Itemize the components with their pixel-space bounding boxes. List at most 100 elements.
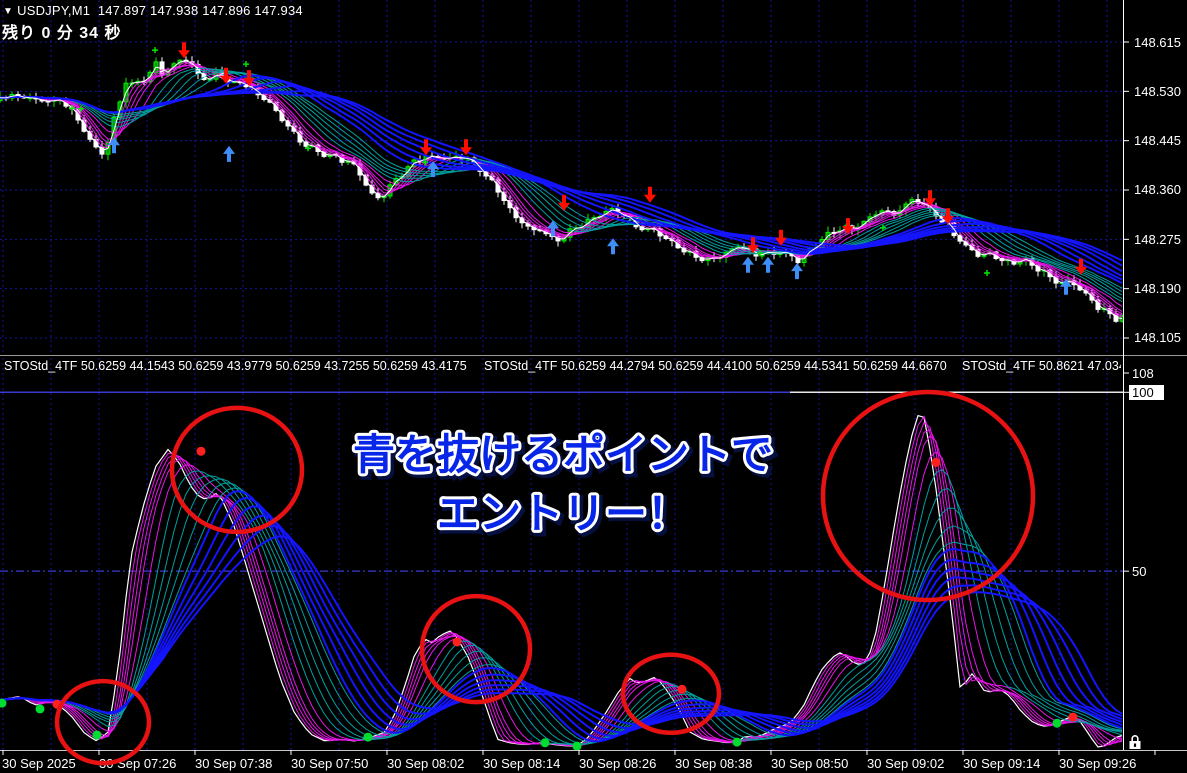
entry-circle-annotation [820,389,1036,603]
candle-countdown-timer: 残り 0 分 34 秒 [2,25,122,42]
sell-arrow-icon [420,139,432,156]
sell-arrow-icon [644,186,656,203]
red-signal-dot [196,446,206,456]
red-signal-dot [677,684,687,694]
green-signal-dot [1052,718,1062,728]
ma-ribbon-line [0,77,1123,281]
red-signal-dot [1068,712,1078,722]
stochastic-line [0,478,1123,745]
stochastic-line [0,490,1123,743]
time-axis-label: 30 Sep 07:50 [291,756,368,771]
sell-arrow-icon [220,67,232,84]
annotation-line2: エントリー！ [437,490,689,537]
buy-arrow-icon [427,161,439,177]
buy-arrow-icon [742,256,754,273]
time-axis-label: 30 Sep 09:26 [1059,756,1136,771]
entry-circles-layer [54,389,1036,766]
green-signal-dot [572,741,582,750]
annotation-shadow: エントリー！ [440,493,692,540]
green-signal-dot [0,698,7,708]
sell-arrow-icon [942,208,954,225]
plus-marker-icon [69,105,75,112]
buy-arrow-icon [791,263,803,280]
ma-ribbon-line [0,64,1123,312]
ma-ribbon-line [0,65,1123,307]
buy-arrow-icon [223,145,235,162]
entry-circle-annotation [169,405,305,535]
time-axis-label: 30 Sep 08:50 [771,756,848,771]
plus-marker-icon [757,250,763,257]
entry-circle-annotation [419,593,533,705]
plus-marker-icon [984,270,990,276]
stochastic-line [0,482,1123,745]
indicator-axis[interactable]: 108 100 50 [1129,366,1164,749]
price-axis-label: 148.615 [1134,35,1181,50]
time-axis-label: 30 Sep 08:38 [675,756,752,771]
ma-ribbon-line [0,71,1123,293]
buy-arrow-icon [1060,278,1072,295]
price-axis-label: 148.530 [1134,84,1181,99]
stochastic-pane[interactable] [0,358,1123,751]
ma-ribbon-line [0,84,1123,272]
time-axis-label: 30 Sep 08:14 [483,756,560,771]
price-axis[interactable]: 148.615 148.530 148.445 148.360 148.275 … [1134,35,1181,345]
indicator-header-row: STOStd_4TF 50.6259 44.1543 50.6259 43.97… [0,359,1121,376]
buy-arrow-icon [108,137,120,154]
stochastic-line [0,514,1123,734]
plus-marker-icon [422,159,428,166]
indicator-values: STOStd_4TF 50.8621 47.034 [962,359,1121,373]
price-axis-label: 148.360 [1134,182,1181,197]
red-signal-dot [452,637,462,647]
green-signal-dot [540,738,550,748]
plus-marker-icon [152,47,158,54]
collapse-quotes-icon[interactable]: ▼ [3,6,14,17]
ma-ribbon-line [0,80,1123,277]
sell-arrow-icon [1075,258,1087,275]
plus-marker-icon [78,105,84,112]
annotation-line1: 青を抜けるポイントで [353,431,773,478]
price-axis-label: 148.105 [1134,330,1181,345]
green-signal-dot [363,732,373,742]
price-chart-pane[interactable] [0,0,1124,355]
price-axis-label: 148.275 [1134,232,1181,247]
time-axis-label: 30 Sep 2025 [2,756,76,771]
stochastic-line [0,535,1123,727]
entry-annotation: 青を抜けるポイントで エントリー！ 青を抜けるポイントで エントリー！ [350,428,780,544]
sell-arrow-icon [747,237,759,254]
ma-ribbon-line [0,60,1123,319]
green-signal-dot [732,737,742,747]
plus-marker-icon [880,224,886,231]
indicator-values: STOStd_4TF 50.6259 44.2794 50.6259 44.41… [484,359,947,373]
time-axis-label: 30 Sep 09:14 [963,756,1040,771]
symbol-ohlc-text: USDJPY,M1 147.897 147.938 147.896 147.93… [17,3,303,18]
price-axis-label: 148.190 [1134,281,1181,296]
stochastic-line [0,475,1123,746]
scale-lock-icon[interactable] [1129,735,1141,749]
red-signal-dot [931,457,941,467]
sell-arrow-icon [558,194,570,211]
time-axis-label: 30 Sep 08:02 [387,756,464,771]
symbol-ohlc-line[interactable]: ▼ USDJPY,M1 147.897 147.938 147.896 147.9… [3,3,303,18]
time-axis-label: 30 Sep 07:38 [195,756,272,771]
sell-arrow-icon [842,218,854,235]
ma-ribbon-line [0,68,1123,299]
sell-arrow-icon [178,42,190,59]
sell-arrow-icon [243,70,255,87]
stochastic-line [0,487,1123,744]
time-axis-label: 30 Sep 09:02 [867,756,944,771]
stochastic-line [0,496,1123,741]
chart-frame [0,0,1187,755]
ma-ribbon-line [0,67,1123,303]
stochastic-line [0,505,1123,737]
annotation-shadow: 青を抜けるポイントで [356,434,776,481]
plus-marker-icon [305,145,311,152]
sell-arrow-icon [460,139,472,156]
entry-circle-annotation [54,678,152,766]
indicator-axis-label: 50 [1132,564,1146,579]
buy-arrow-icon [547,220,559,237]
time-axis[interactable]: 30 Sep 2025 30 Sep 07:26 30 Sep 07:38 30… [2,756,1136,771]
ma-ribbon-line [0,74,1123,284]
green-signal-dot [35,704,45,714]
